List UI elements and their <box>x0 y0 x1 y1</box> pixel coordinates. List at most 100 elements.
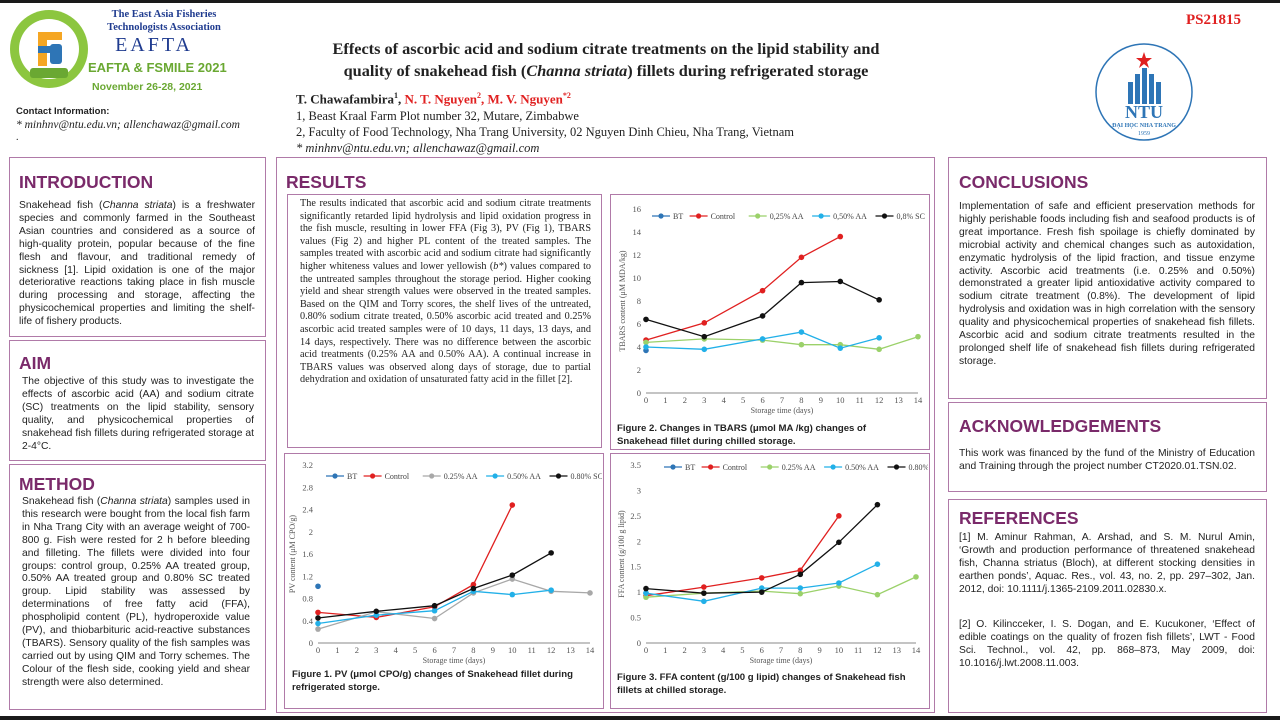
y-tick-label: 0.4 <box>302 616 313 626</box>
x-tick-label: 13 <box>892 645 901 655</box>
x-tick-label: 8 <box>799 395 803 405</box>
acknowledgements-box <box>948 402 1267 492</box>
results-text-b: ) values compared to the untreated sampl… <box>300 260 591 386</box>
conclusions-heading: CONCLUSIONS <box>959 172 1089 192</box>
y-tick-label: 1.2 <box>302 571 313 581</box>
x-tick-label: 6 <box>432 645 436 655</box>
acknowledgements-heading: ACKNOWLEDGEMENTS <box>959 416 1162 436</box>
aim-text: The objective of this study was to inves… <box>22 376 254 452</box>
data-point <box>837 278 844 285</box>
data-point <box>915 333 921 340</box>
conference-name: EAFTA & FSMILE 2021 <box>88 60 227 75</box>
y-tick-label: 0 <box>637 388 641 398</box>
data-point <box>431 602 438 609</box>
data-point <box>759 287 766 294</box>
legend-marker <box>830 464 836 470</box>
x-tick-label: 3 <box>374 645 378 655</box>
data-point <box>373 608 380 615</box>
references-heading: REFERENCES <box>959 508 1079 528</box>
introduction-box <box>9 157 266 337</box>
data-point <box>876 297 882 303</box>
poster-code: PS21815 <box>1186 12 1242 28</box>
data-point <box>701 590 707 596</box>
intro-text-b: ) is a freshwater species and commonly f… <box>19 200 256 328</box>
x-tick-label: 6 <box>760 645 764 655</box>
y-tick-label: 8 <box>637 296 641 306</box>
y-axis-label: TBARS content (μM MDA/kg) <box>618 250 627 351</box>
figure2-box <box>610 194 930 450</box>
x-tick-label: 7 <box>780 395 784 405</box>
y-tick-label: 3 <box>637 485 641 495</box>
x-tick-label: 3 <box>702 645 706 655</box>
results-text: The results indicated that ascorbic acid… <box>300 198 591 387</box>
figure1-caption: Figure 1. PV (μmol CPO/g) changes of Sna… <box>292 669 573 693</box>
x-tick-label: 2 <box>683 395 687 405</box>
title-species: Channa striata <box>526 61 628 80</box>
contact-emails: * minhnv@ntu.edu.vn; allenchawaz@gmail.c… <box>16 119 240 131</box>
figure1-box <box>284 453 604 709</box>
data-point <box>315 583 321 590</box>
affiliation-2: 2, Faculty of Food Technology, Nha Trang… <box>296 125 794 139</box>
legend-label: Control <box>723 463 748 472</box>
legend-marker <box>708 464 714 470</box>
legend-marker <box>332 473 338 479</box>
y-tick-label: 2 <box>637 365 641 375</box>
authors: T. Chawafambira1, N. T. Nguyen2, M. V. N… <box>296 91 571 107</box>
series-line <box>317 589 552 625</box>
ntu-logo-icon: NTU ĐẠI HỌC NHA TRANG 1959 <box>1095 43 1193 141</box>
legend-label: BT <box>347 472 357 481</box>
data-point <box>431 615 438 622</box>
legend-label: 0,25% AA <box>770 212 804 221</box>
series-line <box>317 552 552 619</box>
y-tick-label: 2.4 <box>302 505 313 515</box>
intro-species: Channa striata <box>102 200 173 211</box>
x-tick-label: 11 <box>856 395 864 405</box>
x-tick-label: 4 <box>722 395 727 405</box>
x-tick-label: 12 <box>873 645 882 655</box>
legend-marker <box>658 213 664 219</box>
y-tick-label: 12 <box>633 250 642 260</box>
data-point <box>548 550 554 556</box>
y-tick-label: 0 <box>309 638 313 648</box>
data-point <box>431 607 438 614</box>
y-tick-label: 2.5 <box>630 511 641 521</box>
x-axis-label: Storage time (days) <box>751 406 814 415</box>
author-2: N. T. Nguyen <box>404 91 477 107</box>
legend-marker <box>492 473 498 479</box>
ntu-logo-text: NTU <box>1125 102 1163 122</box>
results-text-a: The results indicated that ascorbic acid… <box>300 198 591 272</box>
y-tick-label: 16 <box>633 204 642 214</box>
acknowledgements-text: This work was financed by the fund of th… <box>959 448 1255 472</box>
results-heading: RESULTS <box>286 172 367 192</box>
legend-marker <box>555 473 562 479</box>
y-tick-label: 3.5 <box>630 460 641 470</box>
series-line <box>645 563 878 602</box>
legend-marker <box>696 213 702 219</box>
data-point <box>798 329 805 335</box>
series-line <box>645 236 841 341</box>
y-tick-label: 4 <box>637 342 642 352</box>
series-line <box>645 504 878 594</box>
data-point <box>876 346 882 353</box>
results-bstar: b* <box>493 260 504 272</box>
conference-date: November 26-28, 2021 <box>92 81 203 93</box>
method-species: Channa striata <box>100 496 168 507</box>
data-point <box>797 590 804 597</box>
x-tick-label: 11 <box>528 645 536 655</box>
x-tick-label: 13 <box>894 395 903 405</box>
data-point <box>701 320 708 326</box>
data-point <box>315 626 321 632</box>
x-tick-label: 12 <box>547 645 556 655</box>
x-tick-label: 5 <box>740 645 744 655</box>
y-tick-label: 1.6 <box>302 549 313 559</box>
data-point <box>643 585 649 592</box>
top-border <box>0 0 1280 3</box>
figure3-caption: Figure 3. FFA content (g/100 g lipid) ch… <box>617 672 906 696</box>
ntu-logo-year: 1959 <box>1138 131 1150 137</box>
introduction-heading: INTRODUCTION <box>19 172 154 192</box>
data-point <box>758 585 765 591</box>
x-tick-label: 9 <box>491 645 495 655</box>
data-point <box>643 590 649 596</box>
y-tick-label: 0.8 <box>302 594 313 604</box>
data-point <box>759 336 766 342</box>
